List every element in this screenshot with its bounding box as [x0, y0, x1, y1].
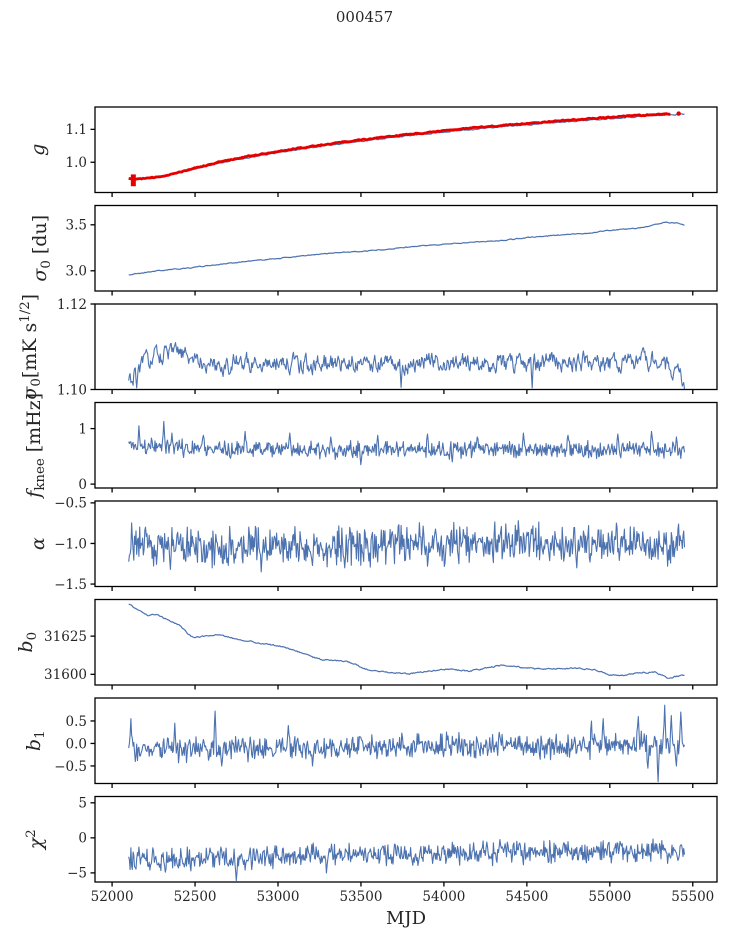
panel-frame-b0: [94, 598, 718, 686]
x-ticks-sigma0-mK: [111, 389, 694, 394]
x-ticks-alpha: [111, 586, 694, 591]
y-tick-label: −1.5: [54, 577, 87, 593]
y-tick-label: 31625: [44, 629, 87, 645]
y-tick-label: −0.5: [54, 759, 87, 775]
y-ticks-sigma0-mK: 1.10 1.12: [57, 297, 95, 398]
figure-title: 000457: [335, 8, 394, 26]
panel-frame-sigma0-du: [94, 204, 718, 292]
series-g-1: [128, 112, 671, 181]
series-b0-0: [128, 603, 685, 679]
panel-alpha: −1.5 −1.0 −0.5 α: [27, 496, 718, 593]
x-tick-label: 53000: [257, 889, 300, 905]
y-tick-label: 5: [78, 796, 87, 812]
y-tick-label: 1.12: [57, 297, 87, 313]
x-ticks-b1: [111, 783, 694, 788]
x-ticks-sigma0-du: [111, 291, 694, 296]
y-axis-label-alpha: α: [27, 537, 49, 550]
y-tick-label: −5: [67, 866, 87, 882]
y-axis-label-fknee: fknee [mHz]: [23, 393, 48, 500]
x-tick-label: 54500: [505, 889, 548, 905]
panel-frame-b1: [94, 697, 718, 785]
series-b1-0: [128, 704, 686, 783]
marker-g: [676, 111, 681, 116]
y-axis-label-chi2: χ2: [24, 829, 47, 851]
x-tick-label: 55000: [588, 889, 631, 905]
series-g-0: [128, 113, 685, 181]
panel-sigma0-du: 3.0 3.5 σ0 [du]: [29, 204, 718, 296]
y-tick-label: −1.0: [54, 536, 87, 552]
y-ticks-sigma0-du: 3.0 3.5: [66, 218, 95, 280]
x-tick-label: 55500: [671, 889, 714, 905]
series-fknee-0: [128, 420, 686, 466]
y-ticks-chi2: −5 0 5: [67, 796, 95, 882]
x-ticks-chi2: [111, 882, 694, 887]
panel-sigma0-mK: 1.10 1.12 σ0[mK s1/2]: [18, 294, 718, 400]
panel-frame-sigma0-mK: [94, 303, 718, 391]
y-tick-label: 3.0: [66, 264, 87, 280]
y-tick-label: 0: [78, 477, 87, 493]
y-axis-label-b0: b0: [15, 632, 40, 653]
x-tick-label: 54000: [422, 889, 465, 905]
panel-frame-chi2: [94, 795, 718, 883]
series-sigma0-du-0: [128, 221, 685, 276]
panel-frame-fknee: [94, 401, 718, 489]
x-ticks-fknee: [111, 488, 694, 493]
x-tick-label: 52500: [174, 889, 217, 905]
panel-chi2: −5 0 5 χ2: [24, 795, 718, 887]
y-axis-label-sigma0-mK: σ0[mK s1/2]: [18, 294, 44, 400]
y-tick-label: 31600: [44, 667, 87, 683]
panel-b1: −0.5 0.0 0.5 b1: [23, 697, 718, 788]
y-tick-label: 0.5: [66, 714, 87, 730]
panel-g: 1.0 1.1 g: [27, 106, 718, 197]
y-ticks-g: 1.0 1.1: [66, 122, 95, 171]
series-chi2-0: [128, 838, 686, 882]
x-ticks-g: [111, 192, 694, 197]
x-tick-label: 53500: [339, 889, 382, 905]
y-ticks-fknee: 01: [78, 421, 95, 493]
y-tick-label: 1.1: [66, 122, 87, 138]
y-ticks-b1: −0.5 0.0 0.5: [54, 714, 95, 775]
x-tick-label: 52000: [91, 889, 134, 905]
y-tick-label: 1: [78, 421, 87, 437]
x-ticks-b0: [111, 685, 694, 690]
y-ticks-b0: 31600 31625: [44, 629, 95, 683]
y-tick-label: 0.0: [66, 736, 87, 752]
series-alpha-0: [128, 520, 686, 573]
y-tick-label: −0.5: [54, 496, 87, 512]
y-axis-label-sigma0-du: σ0 [du]: [29, 215, 54, 282]
y-tick-label: 1.0: [66, 155, 87, 171]
y-axis-label-g: g: [27, 144, 49, 156]
x-tick-labels: 52000 52500 53000 53500 54000 54500 55000 55500: [91, 889, 715, 905]
y-ticks-alpha: −1.5 −1.0 −0.5: [54, 496, 95, 593]
x-axis-label: MJD: [385, 908, 427, 929]
y-axis-label-b1: b1: [23, 730, 48, 751]
y-tick-label: 3.5: [66, 218, 87, 234]
y-tick-label: 0: [78, 831, 87, 847]
panel-frame-g: [94, 106, 718, 194]
y-tick-label: 1.10: [57, 382, 87, 398]
series-sigma0-mK-0: [128, 342, 686, 390]
